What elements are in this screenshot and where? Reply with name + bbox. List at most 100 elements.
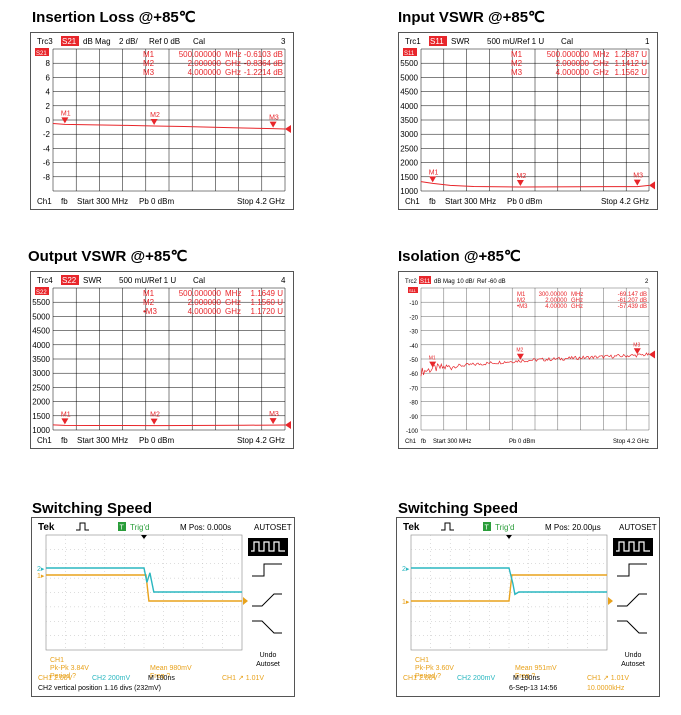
footer-channel: Ch1 [37,436,52,445]
y-tick-label: 0 [46,116,51,125]
trig-status: Trig'd [495,523,514,532]
format-label: dB Mag [434,279,455,285]
marker-triangle [633,179,641,186]
marker-label: M2 [517,298,526,304]
footer-power: Pb 0 dBm [139,197,174,206]
y-tick-label: -8 [43,173,51,182]
ch1-trace [411,574,607,602]
marker-tag: M2 [150,112,160,119]
trigger-level-marker [243,597,248,605]
marker-unit: GHz [571,304,583,310]
footer-trigger: CH1 ↗ 1.01V [222,675,264,682]
y-tick-label: -50 [409,358,418,364]
ref-marker-label: S22 [36,290,47,296]
marker-unit: GHz [593,68,609,77]
output-vswr-title: Output VSWR @+85℃ [28,248,188,265]
marker-value: -61.207 dB [618,298,647,304]
y-tick-label: 5500 [400,59,418,68]
marker-tag: M2 [516,173,526,180]
y-tick-label: -2 [43,130,51,139]
marker-label: M3 [511,68,523,77]
y-tick-label: 4000 [400,102,418,111]
footer-start: Start 300 MHz [77,197,128,206]
y-tick-label: 1000 [400,187,418,196]
active-marker-arrow [285,124,291,133]
format-label: SWR [451,37,470,46]
footer-date: 6-Sep-13 14:56 [509,685,557,692]
footer-stop: Stop 4.2 GHz [237,197,285,206]
input-vswr-title: Input VSWR @+85℃ [398,9,545,26]
y-tick-label: 1500 [32,412,50,421]
ref-marker-box [403,48,417,56]
undo-autoset-label: Autoset [256,661,280,668]
ref-label: Ref -60 dB [477,279,506,285]
switching-speed-title-1: Switching Speed [32,500,153,517]
readout-channel: CH1 [415,657,429,664]
footer-ch2-scale: CH2 200mV [92,675,130,682]
y-tick-label: 3000 [400,130,418,139]
footer-ch1-scale: CH1 2.00V [38,675,73,682]
param-box [61,36,79,46]
y-tick-label: 3000 [32,369,50,378]
footer-power: Pb 0 dBm [139,436,174,445]
marker-unit: MHz [593,50,609,59]
marker-value: 1.1720 U [251,307,284,316]
marker-freq: 300.00000 [539,292,568,298]
ref-label: Ref 1 U [149,276,176,285]
footer-channel: Ch1 [405,197,420,206]
footer-trigger: CH1 ↗ 1.01V [587,675,629,682]
footer-fb: fb [429,197,436,206]
scale-label: 10 dB/ [457,279,475,285]
marker-value: 1.1412 U [615,59,648,68]
pulse-icon [441,522,454,531]
readout-pkpk: Pk-Pk 3.60V [415,665,454,672]
marker-triangle [269,418,277,425]
y-tick-label: 8 [46,59,51,68]
active-marker-arrow [285,421,291,430]
ch1-trace [46,574,242,602]
trace-name: Trc1 [405,37,421,46]
marker-label: M1 [511,50,523,59]
marker-triangle [429,176,437,183]
y-tick-label: -30 [409,330,418,336]
marker-triangle [150,418,158,425]
format-label: dB Mag [83,37,111,46]
y-tick-label: -6 [43,159,51,168]
trig-status: Trig'd [130,523,149,532]
format-label: SWR [83,276,102,285]
input-vswr-chart: Trc1 S11 SWR 500 mU/Ref 1 U Cal 1 5500 5000 4500… [398,32,658,210]
single-cycle-icon [617,563,647,577]
param-box [419,276,431,284]
marker-label: M3 [143,68,155,77]
marker-triangle [516,179,524,186]
falling-edge-icon [252,620,282,634]
marker-unit: GHz [593,59,609,68]
marker-triangle [61,117,69,124]
footer-note: CH2 vertical position 1.16 divs (232mV) [38,685,161,692]
marker-freq: 2.000000 [556,59,590,68]
y-tick-label: 4500 [400,88,418,97]
marker-label: M1 [517,292,526,298]
marker-tag: M3 [633,173,643,180]
y-tick-label: -80 [409,401,418,407]
isolation-title: Isolation @+85℃ [398,248,521,265]
marker-label: M2 [511,59,523,68]
y-tick-label: 2000 [400,159,418,168]
falling-edge-icon [617,620,647,634]
marker-tag: M1 [429,356,436,362]
data-series-line [420,181,650,188]
y-tick-label: -10 [409,301,418,307]
undo-label: Undo [625,652,642,659]
pulse-icon [76,522,89,531]
output-vswr-chart: Trc4 S22 SWR 500 mU/Ref 1 U Cal 4 5500 5000 4500… [30,271,294,449]
footer-ch1-scale: CH1 2.00V [403,675,438,682]
ref-marker-label: S11 [409,288,417,293]
square-wave-icon [616,541,650,552]
footer-channel: Ch1 [37,197,52,206]
marker-tag: M3 [269,411,279,418]
active-marker-arrow [649,350,655,359]
param-label: S22 [62,276,77,285]
marker-freq: 4.000000 [188,68,222,77]
footer-start: Start 300 MHz [445,197,496,206]
marker-triangle [150,118,158,125]
